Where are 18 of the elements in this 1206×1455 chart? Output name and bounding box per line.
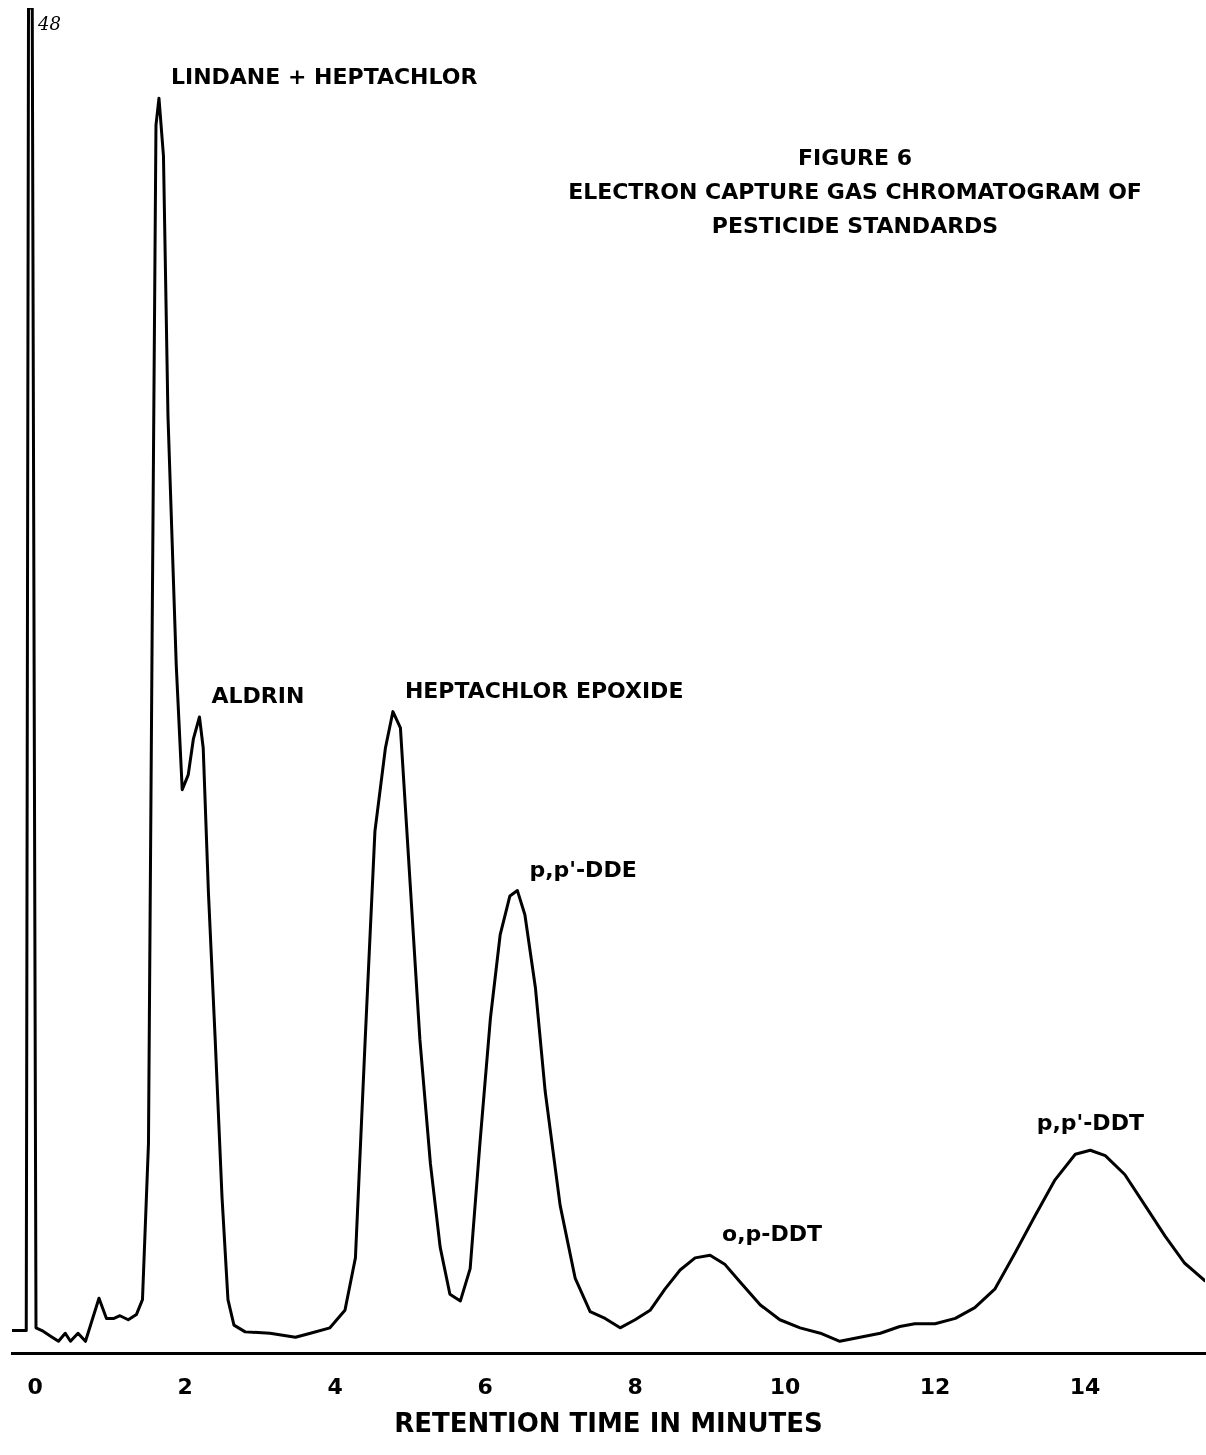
x-tick-label: 10 [769, 1374, 801, 1400]
x-tick-label: 0 [27, 1374, 43, 1400]
text: ELECTRON CAPTURE GAS CHROMATOGRAM OF PESTICIDE STANDARDS [568, 179, 1142, 238]
annotation: HEPTACHLOR EPOXIDE [404, 677, 684, 703]
annotation: 48 [37, 13, 61, 34]
x-tick-label: 2 [177, 1374, 193, 1400]
annotation: ALDRIN [211, 683, 305, 709]
x-axis-title: RETENTION TIME IN MINUTES [394, 1408, 823, 1439]
x-tick-label: 6 [477, 1374, 493, 1400]
x-tick-label: 8 [627, 1374, 643, 1400]
annotation: o,p-DDT [722, 1221, 822, 1247]
annotation: LINDANE + HEPTACHLOR [170, 64, 478, 90]
x-tick-label: 4 [327, 1374, 343, 1400]
x-tick-label: 12 [919, 1374, 951, 1400]
annotation: p,p'-DDT [1036, 1110, 1144, 1136]
annotation: p,p'-DDE [529, 856, 637, 882]
text: FIGURE 6 [797, 145, 913, 170]
x-tick-label: 14 [1069, 1374, 1101, 1400]
